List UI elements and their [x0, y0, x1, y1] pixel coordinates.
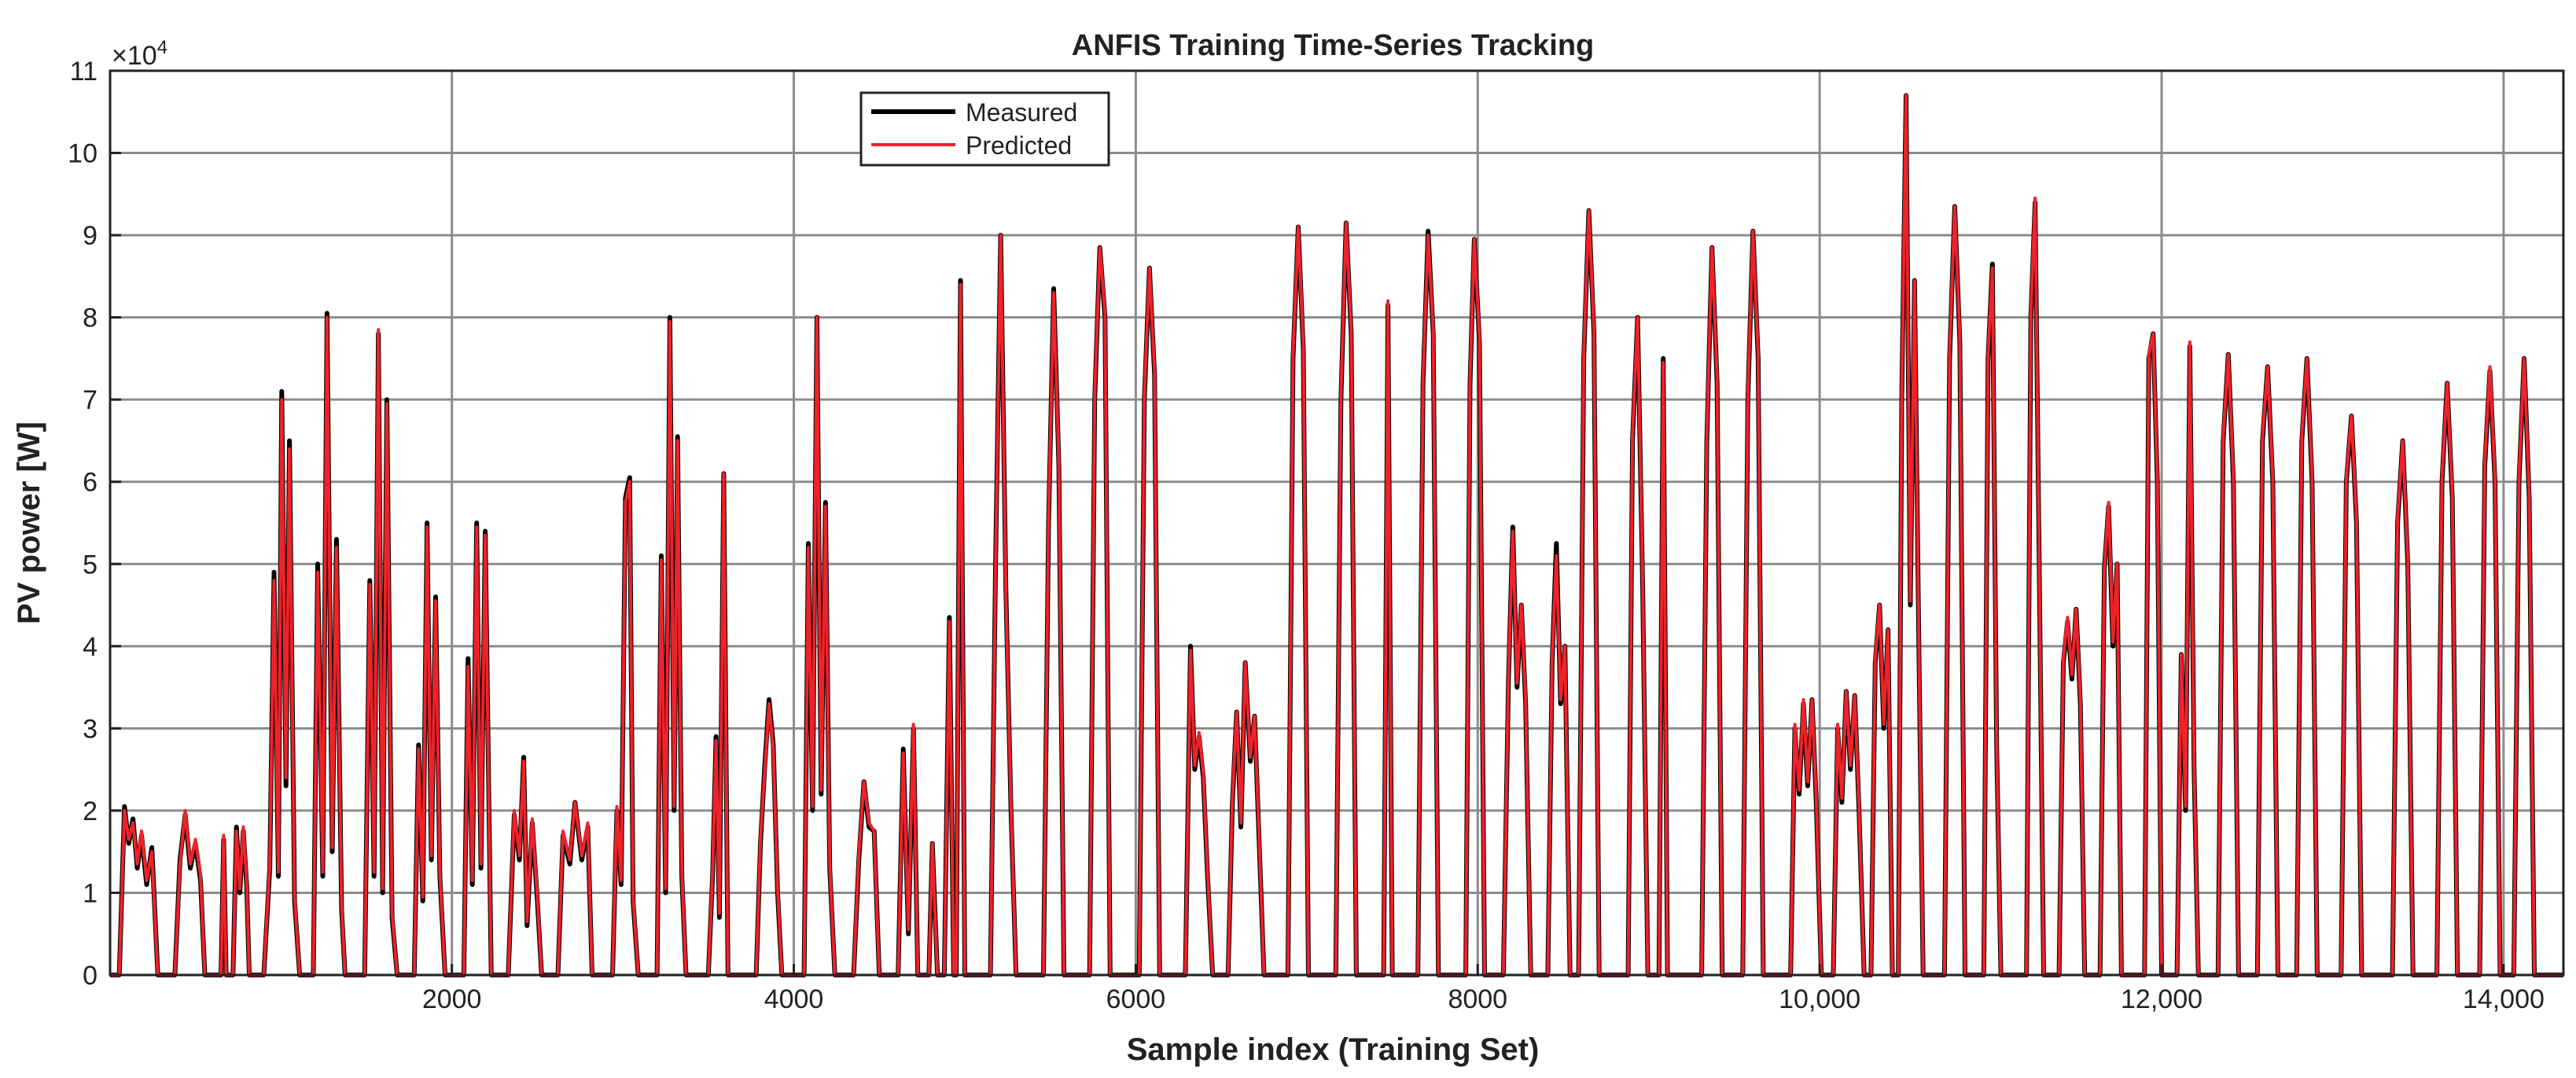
chart-title: ANFIS Training Time-Series Tracking [1072, 29, 1595, 62]
y-tick-label: 8 [83, 304, 98, 333]
legend-label-predicted: Predicted [966, 131, 1072, 160]
y-tick-label: 2 [83, 797, 98, 826]
svg-text:×104: ×104 [112, 37, 167, 71]
x-tick-label: 12,000 [2121, 984, 2202, 1014]
y-tick-label: 1 [83, 878, 98, 908]
legend-label-measured: Measured [966, 98, 1077, 127]
y-tick-label: 4 [83, 632, 98, 662]
y-tick-label: 0 [83, 961, 98, 991]
y-exponent-base: ×10 [112, 41, 157, 71]
x-tick-label: 4000 [764, 984, 824, 1014]
legend-box [859, 91, 1110, 167]
legend: Measured Predicted [859, 91, 1110, 167]
y-tick-label: 10 [68, 139, 98, 169]
x-axis-label: Sample index (Training Set) [1127, 1032, 1540, 1067]
x-tick-label: 6000 [1106, 984, 1166, 1014]
y-tick-label: 7 [83, 385, 98, 415]
axis-ticks: 2000 4000 6000 8000 10,000 12,000 14,000 0 1 2 3 4 5… [68, 57, 2545, 1014]
y-axis-label: PV power [W] [12, 421, 46, 624]
x-tick-label: 14,000 [2463, 984, 2545, 1014]
y-exponent-power: 4 [157, 37, 167, 58]
y-tick-label: 3 [83, 714, 98, 744]
x-tick-label: 8000 [1448, 984, 1507, 1014]
plot-area [110, 93, 2563, 977]
x-tick-label: 2000 [422, 984, 482, 1014]
y-exponent-label: ×104 [112, 37, 167, 71]
y-tick-label: 6 [83, 468, 98, 498]
series-line-predicted [110, 94, 2563, 977]
axes-frame [109, 69, 2565, 977]
y-tick-label: 9 [83, 221, 98, 251]
y-tick-label: 11 [70, 57, 98, 86]
x-tick-label: 10,000 [1779, 984, 1860, 1014]
y-tick-label: 5 [83, 550, 98, 579]
